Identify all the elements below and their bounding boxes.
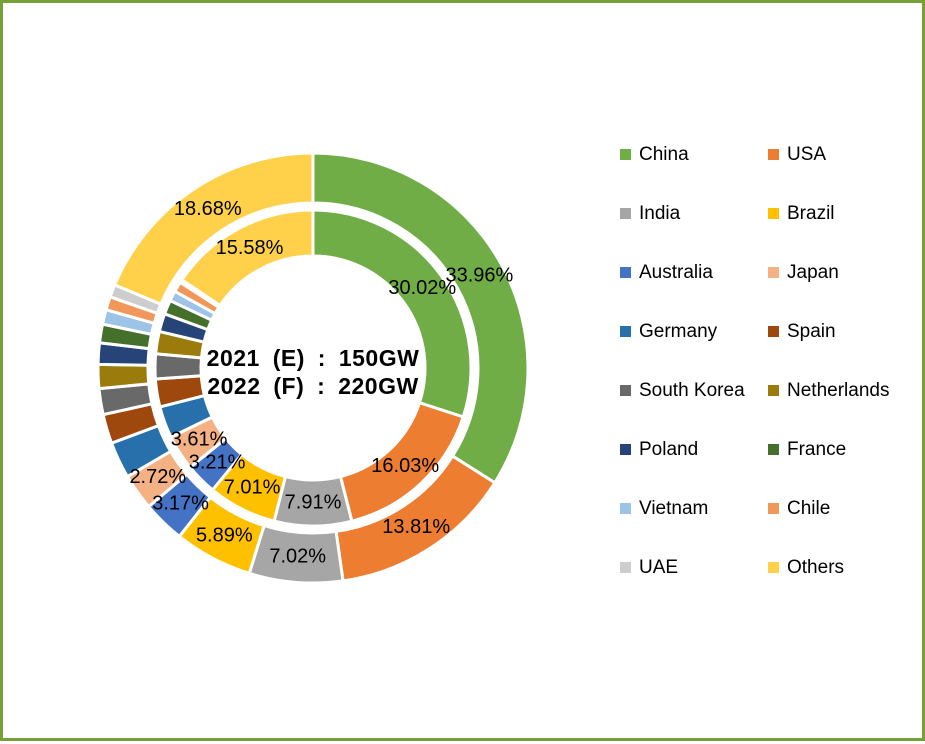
donut-chart: 30.02% 16.03% 7.91%7.01% 3.21%3.61% 15.58% 33…	[96, 151, 530, 585]
legend-swatch-brazil	[768, 208, 779, 219]
slice-label-2021-e--brazil: 7.01%	[224, 477, 281, 499]
legend-item-japan: Japan	[768, 262, 920, 321]
legend-swatch-germany	[620, 326, 631, 337]
slice-label-2022-f--australia: 3.17%	[152, 493, 209, 515]
legend-label-netherlands: Netherlands	[787, 380, 890, 401]
legend-swatch-japan	[768, 267, 779, 278]
slice-2022-f--others	[112, 151, 315, 307]
legend-swatch-south-korea	[620, 385, 631, 396]
legend-swatch-netherlands	[768, 385, 779, 396]
legend-label-japan: Japan	[787, 262, 839, 283]
slice-label-2022-f--china: 33.96%	[445, 265, 513, 287]
legend-label-france: France	[787, 439, 847, 460]
legend-swatch-france	[768, 444, 779, 455]
legend-swatch-india	[620, 208, 631, 219]
slice-label-2022-f--others: 18.68%	[174, 198, 242, 220]
legend-label-others: Others	[787, 557, 845, 578]
legend-item-poland: Poland	[620, 439, 768, 498]
legend-item-germany: Germany	[620, 321, 768, 380]
legend-item-netherlands: Netherlands	[768, 380, 920, 439]
legend-label-vietnam: Vietnam	[639, 498, 709, 519]
legend-item-others: Others	[768, 557, 920, 616]
slice-label-2021-e--india: 7.91%	[285, 491, 342, 513]
slice-label-2021-e--others: 15.58%	[216, 237, 284, 259]
legend-item-china: China	[620, 144, 768, 203]
legend-item-india: India	[620, 203, 768, 262]
slice-label-2021-e--china: 30.02%	[388, 277, 456, 299]
legend-swatch-chile	[768, 503, 779, 514]
chart-center-annotation: 2021 (E) : 150GW 2022 (F) : 220GW	[163, 344, 463, 400]
legend-swatch-china	[620, 149, 631, 160]
legend-label-uae: UAE	[639, 557, 679, 578]
legend-item-australia: Australia	[620, 262, 768, 321]
legend-swatch-poland	[620, 444, 631, 455]
slice-label-2021-e--usa: 16.03%	[371, 455, 439, 477]
center-line-2022: 2022 (F) : 220GW	[207, 373, 419, 399]
slice-label-2022-f--india: 7.02%	[269, 546, 326, 568]
center-line-2021: 2021 (E) : 150GW	[206, 345, 420, 371]
legend-item-chile: Chile	[768, 498, 920, 557]
legend-item-vietnam: Vietnam	[620, 498, 768, 557]
legend-item-usa: USA	[768, 144, 920, 203]
legend-item-uae: UAE	[620, 557, 768, 616]
slice-label-2021-e--australia: 3.21%	[189, 451, 246, 473]
legend-label-brazil: Brazil	[787, 203, 835, 224]
chart-legend: China USA India Brazil Australia Japan Germany…	[620, 144, 920, 616]
slice-2022-f--netherlands	[96, 362, 151, 391]
legend-label-usa: USA	[787, 144, 827, 165]
legend-swatch-vietnam	[620, 503, 631, 514]
legend-swatch-uae	[620, 562, 631, 573]
legend-label-china: China	[639, 144, 689, 165]
slice-2021-e--china	[311, 208, 473, 419]
legend-swatch-spain	[768, 326, 779, 337]
legend-swatch-others	[768, 562, 779, 573]
legend-item-spain: Spain	[768, 321, 920, 380]
slice-2022-f--china	[311, 151, 530, 485]
slice-label-2021-e--japan: 3.61%	[171, 429, 228, 451]
slice-label-2022-f--japan: 2.72%	[129, 466, 186, 488]
legend-label-poland: Poland	[639, 439, 699, 460]
legend-label-india: India	[639, 203, 681, 224]
legend-item-south-korea: South Korea	[620, 380, 768, 439]
slice-label-2022-f--usa: 13.81%	[382, 516, 450, 538]
legend-item-brazil: Brazil	[768, 203, 920, 262]
legend-label-south-korea: South Korea	[639, 380, 745, 401]
legend-label-australia: Australia	[639, 262, 713, 283]
legend-label-germany: Germany	[639, 321, 718, 342]
slice-2021-e--others	[179, 208, 315, 308]
legend-label-chile: Chile	[787, 498, 831, 519]
slice-label-2022-f--brazil: 5.89%	[196, 524, 253, 546]
legend-item-france: France	[768, 439, 920, 498]
legend-swatch-australia	[620, 267, 631, 278]
legend-label-spain: Spain	[787, 321, 836, 342]
legend-swatch-usa	[768, 149, 779, 160]
